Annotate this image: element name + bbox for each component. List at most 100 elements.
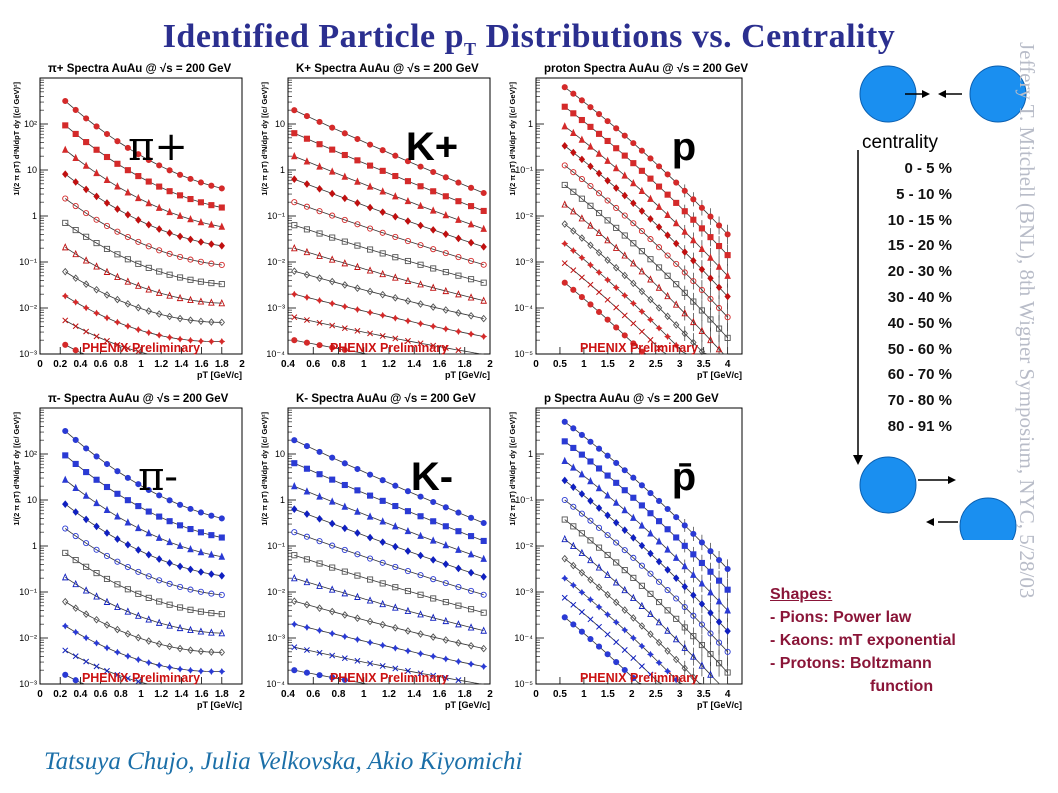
fit-line: [294, 201, 484, 266]
data-point: [570, 621, 577, 628]
x-tick-label: 1.2: [154, 359, 168, 370]
x-axis-label: pT [GeV/c]: [445, 370, 490, 380]
data-point: [655, 518, 663, 525]
data-point: [354, 592, 361, 600]
data-point: [72, 130, 79, 137]
data-point: [197, 199, 204, 206]
data-point: [176, 644, 184, 653]
data-point: [328, 255, 336, 263]
data-point: [417, 551, 424, 560]
data-point: [480, 644, 487, 653]
series: [561, 456, 731, 623]
data-point: [187, 235, 194, 244]
data-point: [578, 274, 585, 281]
data-point: [379, 538, 386, 546]
series: [291, 529, 487, 598]
data-point: [404, 317, 412, 325]
data-point: [570, 169, 577, 176]
data-point: [303, 203, 310, 210]
y-tick-label: 10⁻²: [19, 633, 37, 643]
data-point: [724, 648, 731, 655]
data-point: [569, 247, 577, 255]
data-point: [455, 309, 462, 317]
data-point: [145, 659, 153, 667]
data-point: [61, 475, 69, 483]
data-point: [83, 469, 90, 476]
data-point: [480, 279, 487, 286]
data-point: [638, 521, 646, 529]
x-tick-label: 1: [361, 359, 367, 370]
data-point: [392, 152, 399, 159]
data-point: [716, 304, 723, 312]
shapes-header: Shapes:: [770, 586, 833, 603]
data-point: [353, 306, 361, 313]
data-point: [647, 590, 654, 597]
fit-line: [65, 479, 222, 558]
data-point: [604, 611, 612, 618]
phenix-preliminary: PHENIX Preliminary: [330, 341, 448, 355]
data-point: [442, 580, 449, 587]
data-point: [103, 267, 111, 275]
data-point: [595, 484, 603, 492]
y-tick-label: 1: [32, 541, 37, 551]
data-point: [303, 135, 310, 142]
data-point: [392, 542, 399, 551]
data-point: [156, 268, 163, 275]
data-point: [354, 657, 361, 664]
data-point: [587, 281, 594, 288]
data-point: [429, 613, 437, 621]
x-axis-label: pT [GeV/c]: [197, 370, 242, 380]
data-point: [647, 194, 654, 202]
data-point: [303, 443, 310, 450]
data-point: [114, 625, 121, 634]
x-tick-label: 0: [37, 359, 43, 370]
data-point: [354, 135, 361, 143]
data-point: [655, 163, 663, 170]
y-axis-label: 1/(2 π pT) d²N/dpT dy [(c/ GeV)²]: [508, 82, 517, 196]
data-point: [93, 453, 100, 460]
data-point: [480, 626, 487, 634]
data-point: [187, 505, 194, 512]
data-point: [135, 303, 142, 312]
series: [62, 122, 225, 211]
data-point: [392, 254, 399, 261]
series: [62, 525, 225, 598]
data-point: [621, 232, 628, 239]
data-point: [72, 653, 79, 660]
data-point: [638, 482, 645, 489]
data-point: [114, 205, 121, 213]
data-point: [354, 157, 361, 164]
data-point: [587, 636, 594, 643]
data-point: [145, 198, 153, 207]
nucleus-icon: [859, 456, 917, 514]
data-point: [664, 291, 671, 300]
data-point: [392, 584, 399, 591]
data-point: [124, 277, 132, 285]
y-tick-label: 10⁻²: [19, 303, 37, 313]
data-point: [561, 534, 569, 543]
data-point: [442, 193, 449, 200]
data-point: [218, 299, 226, 307]
data-point: [673, 655, 680, 664]
data-point: [291, 152, 298, 160]
data-point: [366, 266, 374, 274]
data-point: [166, 229, 173, 237]
data-point: [354, 199, 361, 207]
x-tick-label: 1.6: [433, 359, 447, 370]
data-point: [82, 515, 90, 524]
x-tick-label: 0.8: [114, 359, 128, 370]
data-point: [156, 598, 163, 605]
data-point: [303, 487, 311, 495]
y-tick-label: 10⁻¹: [19, 587, 37, 597]
data-point: [328, 630, 336, 637]
data-point: [187, 545, 194, 553]
data-point: [621, 467, 628, 474]
centrality-bin: 0 - 5 %: [904, 160, 952, 177]
data-point: [93, 498, 100, 507]
data-point: [208, 512, 215, 519]
series: [290, 620, 488, 670]
data-point: [316, 251, 323, 259]
x-tick-label: 0.6: [94, 689, 108, 700]
data-point: [698, 621, 705, 628]
data-point: [176, 665, 184, 673]
